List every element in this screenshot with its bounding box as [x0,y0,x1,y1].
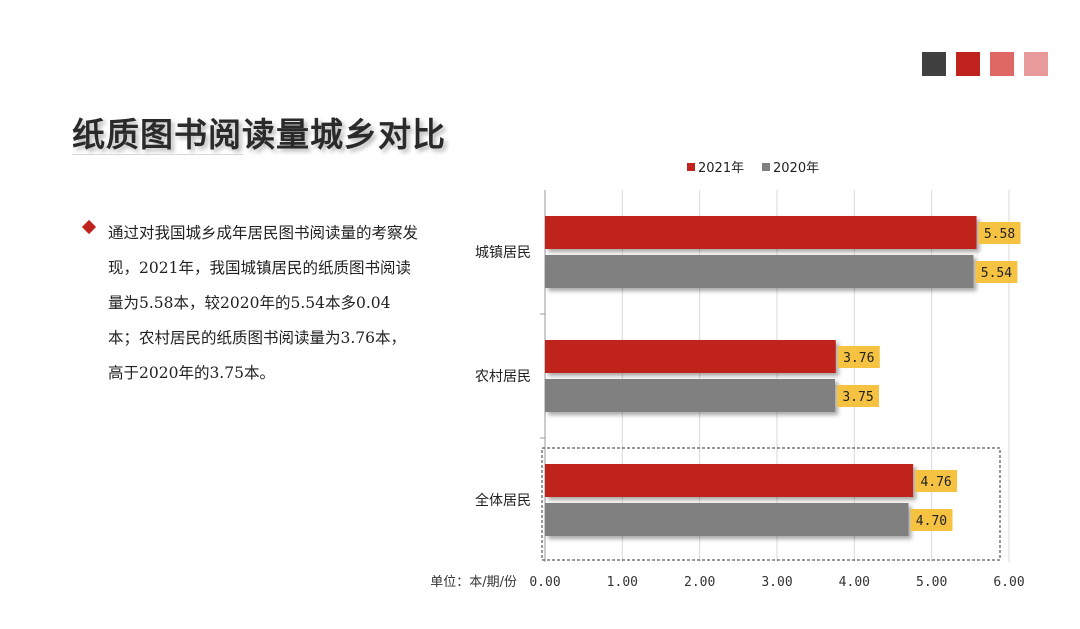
bar-1-0 [545,255,974,288]
category-label-2: 全体居民 [475,492,531,509]
x-tick-label-1: 1.00 [607,575,638,590]
legend-label-0: 2021年 [698,161,744,176]
color-swatch-1 [956,52,980,76]
data-label-1-0: 5.54 [981,266,1012,281]
x-tick-label-4: 4.00 [839,575,870,590]
page-title: 纸质图书阅读量城乡对比 [72,115,446,154]
data-label-box-1-2 [910,509,953,531]
x-tick-label-6: 6.00 [993,575,1024,590]
data-label-box-0-1 [837,346,880,368]
unit-label: 单位：本/期/份 [430,575,517,590]
legend-swatch-0 [687,163,695,171]
description-text: 通过对我国城乡成年居民图书阅读量的考察发现，2021年，我国城镇居民的纸质图书阅… [108,224,419,382]
legend-label-1: 2020年 [773,161,819,176]
bar-0-2 [545,464,914,497]
category-label-1: 农村居民 [475,369,531,385]
color-swatch-2 [990,52,1014,76]
data-label-0-2: 4.76 [920,475,951,490]
bar-0-1 [545,340,836,373]
color-swatch-0 [922,52,946,76]
x-tick-label-3: 3.00 [761,575,792,590]
bar-1-1 [545,379,835,412]
x-tick-label-5: 5.00 [916,575,947,590]
x-tick-label-2: 2.00 [684,575,715,590]
data-label-1-1: 3.75 [842,390,873,405]
data-label-0-1: 3.76 [843,351,874,366]
color-swatches [922,52,1048,76]
data-label-box-0-0 [978,222,1021,244]
legend-swatch-1 [762,163,770,171]
data-label-box-1-0 [975,261,1018,283]
color-swatch-3 [1024,52,1048,76]
title-underline [72,154,244,155]
data-label-box-1-1 [837,385,879,407]
data-label-1-2: 4.70 [916,514,947,529]
data-label-0-0: 5.58 [984,227,1015,242]
bar-0-0 [545,216,977,249]
data-label-box-0-2 [915,470,958,492]
category-label-0: 城镇居民 [475,245,531,261]
x-tick-label-0: 0.00 [529,575,560,590]
bar-1-2 [545,503,909,536]
